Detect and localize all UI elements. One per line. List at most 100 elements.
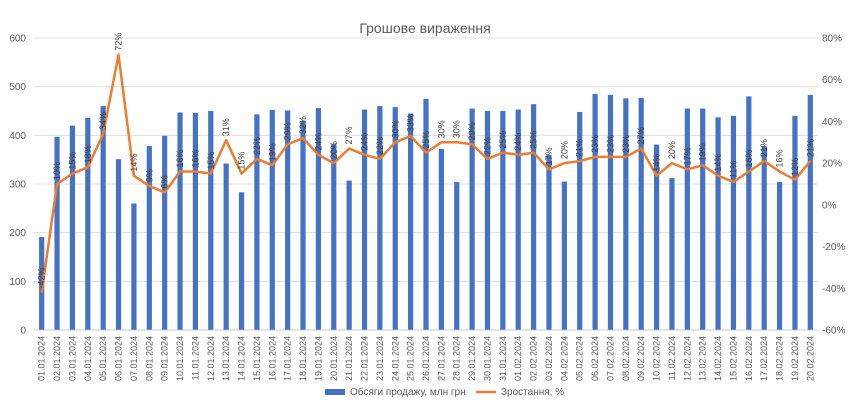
- data-label: 23%: [590, 135, 600, 153]
- y-right-tick-label: -20%: [822, 242, 845, 253]
- data-label: 18%: [83, 145, 93, 163]
- x-tick-label: 20.01.2024: [329, 336, 339, 381]
- data-label: 27%: [344, 127, 354, 145]
- x-tick-label: 03.02.2024: [544, 336, 554, 381]
- x-tick-label: 19.02.2024: [790, 336, 800, 381]
- bar: [285, 110, 291, 330]
- line-point: [240, 172, 243, 175]
- line-point: [209, 172, 212, 175]
- bar: [454, 182, 460, 330]
- data-label: 16%: [775, 149, 785, 167]
- line-point: [594, 156, 596, 158]
- x-tick-label: 15.01.2024: [252, 336, 262, 381]
- y-right-tick-label: 0%: [822, 200, 837, 211]
- y-left-tick-label: 0: [20, 326, 26, 337]
- bar: [577, 111, 583, 331]
- x-tick-label: 23.01.2024: [375, 336, 385, 381]
- x-tick-label: 16.01.2024: [267, 336, 277, 381]
- y-left-tick-label: 100: [9, 277, 26, 288]
- bar: [377, 106, 383, 330]
- data-label: 30%: [452, 120, 462, 138]
- line-point: [71, 172, 74, 175]
- bar: [623, 98, 629, 330]
- x-tick-label: 22.01.2024: [360, 336, 370, 381]
- data-label: 15%: [206, 152, 216, 170]
- data-label: 12%: [790, 158, 800, 176]
- legend-bar-label: Обсяги продажу, млн грн: [350, 386, 466, 398]
- bar: [715, 117, 721, 331]
- data-label: 29%: [467, 122, 477, 140]
- y-right-tick-label: -60%: [822, 326, 845, 337]
- data-label: 25%: [529, 131, 539, 149]
- data-label: 20%: [559, 141, 569, 159]
- line-point: [778, 170, 781, 173]
- bar: [684, 108, 690, 330]
- data-label: 24%: [360, 133, 370, 151]
- line-point: [609, 156, 612, 158]
- data-label: 34%: [98, 112, 108, 130]
- data-label: 30%: [436, 120, 446, 138]
- x-tick-label: 17.02.2024: [759, 336, 769, 381]
- line-point: [809, 160, 812, 162]
- x-tick-label: 21.01.2024: [344, 336, 354, 381]
- x-tick-label: 30.01.2024: [482, 336, 492, 381]
- x-tick-label: 09.01.2024: [160, 336, 170, 381]
- data-label: 19%: [267, 143, 277, 161]
- bar: [131, 203, 137, 330]
- bar: [438, 148, 444, 330]
- bar: [115, 159, 122, 330]
- x-tick-label: 18.02.2024: [775, 336, 785, 381]
- line-point: [517, 154, 520, 156]
- data-label: 10%: [52, 162, 62, 180]
- x-tick-label: 09.02.2024: [636, 336, 646, 381]
- data-label: 24%: [513, 133, 523, 151]
- line-point: [717, 174, 719, 177]
- data-label: 14%: [713, 154, 723, 172]
- data-label: 27%: [636, 127, 646, 145]
- data-label: 72%: [114, 33, 124, 51]
- bar: [269, 110, 275, 330]
- data-label: 9%: [144, 169, 154, 182]
- x-tick-label: 04.02.2024: [559, 336, 569, 381]
- x-tick-label: 03.01.2024: [67, 336, 77, 381]
- bar: [792, 115, 798, 330]
- data-label: 24%: [313, 133, 323, 151]
- x-tick-label: 01.02.2024: [513, 336, 523, 381]
- x-tick-label: 02.01.2024: [52, 336, 62, 381]
- legend-line-label: Зростання, %: [501, 387, 564, 398]
- data-label: 25%: [498, 131, 508, 149]
- data-label: 22%: [375, 137, 385, 155]
- line-point: [440, 141, 443, 144]
- bar: [177, 112, 183, 331]
- data-label: 19%: [698, 143, 708, 161]
- data-label: 22%: [482, 137, 492, 155]
- x-tick-label: 11.02.2024: [667, 336, 677, 380]
- x-tick-label: 15.02.2024: [728, 336, 738, 381]
- x-tick-label: 10.02.2024: [652, 336, 662, 381]
- x-tick-label: 16.02.2024: [744, 336, 754, 381]
- x-tick-label: 06.02.2024: [590, 336, 600, 381]
- x-tick-label: 18.01.2024: [298, 336, 308, 381]
- bar: [531, 104, 537, 330]
- line-point: [379, 158, 381, 160]
- y-left-tick-label: 600: [9, 34, 26, 45]
- line-point: [640, 147, 643, 150]
- bar: [592, 93, 598, 330]
- line-point: [502, 151, 504, 154]
- bar: [638, 97, 644, 330]
- data-label: 16%: [175, 149, 185, 167]
- line-point: [563, 162, 566, 164]
- data-label: 23%: [605, 135, 615, 153]
- x-tick-label: 27.01.2024: [436, 336, 446, 381]
- line-point: [317, 154, 320, 156]
- bar: [300, 120, 306, 330]
- data-label: 21%: [759, 139, 769, 157]
- x-tick-label: 08.01.2024: [144, 336, 154, 381]
- bar: [669, 178, 675, 330]
- data-label: 32%: [298, 116, 308, 134]
- x-tick-label: 05.02.2024: [575, 336, 585, 381]
- line-point: [409, 135, 412, 137]
- data-label: 25%: [421, 131, 431, 149]
- x-tick-label: 28.01.2024: [452, 336, 462, 381]
